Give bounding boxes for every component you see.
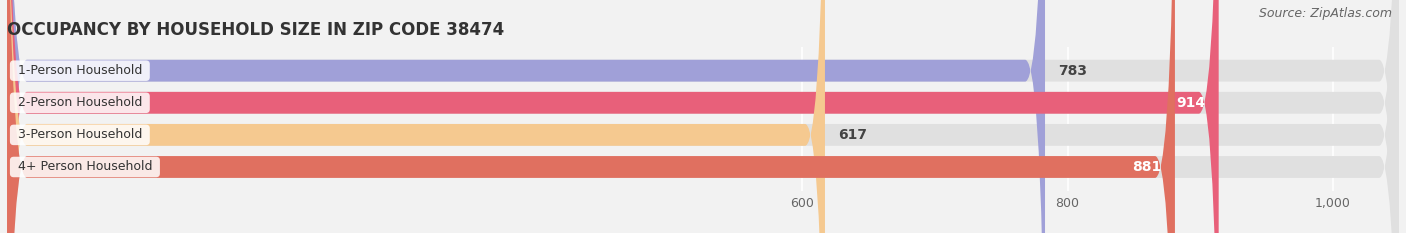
Text: 4+ Person Household: 4+ Person Household	[14, 161, 156, 174]
FancyBboxPatch shape	[7, 0, 1399, 233]
Text: 783: 783	[1059, 64, 1087, 78]
FancyBboxPatch shape	[7, 0, 1045, 233]
Text: 881: 881	[1132, 160, 1161, 174]
Text: 2-Person Household: 2-Person Household	[14, 96, 146, 109]
Text: 914: 914	[1177, 96, 1205, 110]
Text: 3-Person Household: 3-Person Household	[14, 128, 146, 141]
Text: 1-Person Household: 1-Person Household	[14, 64, 146, 77]
FancyBboxPatch shape	[7, 0, 1219, 233]
Text: 617: 617	[838, 128, 868, 142]
FancyBboxPatch shape	[7, 0, 1175, 233]
FancyBboxPatch shape	[7, 0, 1399, 233]
FancyBboxPatch shape	[7, 0, 1399, 233]
Text: OCCUPANCY BY HOUSEHOLD SIZE IN ZIP CODE 38474: OCCUPANCY BY HOUSEHOLD SIZE IN ZIP CODE …	[7, 21, 505, 39]
FancyBboxPatch shape	[7, 0, 825, 233]
Text: Source: ZipAtlas.com: Source: ZipAtlas.com	[1258, 7, 1392, 20]
FancyBboxPatch shape	[7, 0, 1399, 233]
